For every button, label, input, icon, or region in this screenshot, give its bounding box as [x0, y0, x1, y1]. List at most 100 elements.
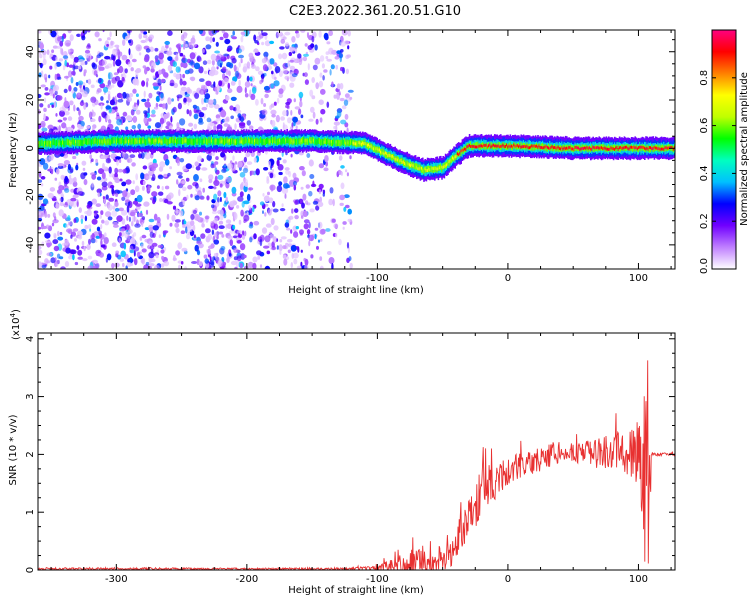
spectrogram-ridge-cell — [646, 146, 648, 150]
spectrogram-speckle — [201, 97, 204, 105]
spectrogram-speckle — [178, 175, 183, 179]
spectrogram-speckle — [303, 223, 309, 230]
spectrogram-ridge-cell — [606, 147, 609, 151]
spectrogram-ridge-cell — [224, 138, 226, 142]
spectrogram-speckle — [230, 96, 237, 101]
spectrogram-speckle — [132, 115, 138, 123]
spectrogram-speckle — [99, 252, 104, 258]
spectrogram-ridge-cell — [318, 139, 321, 143]
spectrogram-speckle — [159, 85, 162, 91]
spectrogram-speckle — [141, 222, 144, 227]
spectrogram-speckle — [196, 240, 203, 245]
spectrogram-ridge-cell — [273, 139, 275, 143]
spectrogram-speckle — [264, 93, 269, 99]
spectrogram-speckle — [167, 56, 173, 61]
spectrogram-ridge-cell — [424, 167, 426, 171]
spectrogram-speckle — [101, 172, 106, 180]
spectrogram-speckle — [64, 39, 72, 47]
spectrogram-ridge-cell — [185, 139, 188, 142]
spectrogram-speckle — [198, 120, 204, 125]
spectrogram-speckle — [138, 52, 142, 56]
spectrogram-speckle — [340, 119, 347, 125]
spectrogram-ridge-cell — [358, 141, 360, 145]
spectrogram-speckle — [220, 110, 227, 118]
spectrogram-speckle — [262, 210, 264, 215]
spectrogram-ridge-cell — [447, 162, 449, 166]
spectrogram-ridge-cell — [503, 145, 506, 149]
spectrogram-ridge-cell — [555, 146, 557, 150]
spectrogram-speckle — [142, 180, 146, 186]
spectrogram-ridge-cell — [614, 144, 616, 151]
spectrogram-speckle — [286, 227, 291, 231]
spectrogram-speckle — [317, 221, 323, 229]
spectrogram-ridge-cell — [579, 144, 581, 151]
spectrogram-ridge-cell — [122, 138, 124, 142]
spectrogram-speckle — [148, 226, 154, 233]
spectrogram-speckle — [164, 185, 170, 190]
spectrogram-speckle — [42, 58, 47, 65]
spectrogram-speckle — [279, 46, 285, 50]
spectrogram-speckle — [285, 184, 291, 189]
spectrogram-ridge-cell — [260, 138, 262, 142]
spectrogram-speckle — [249, 76, 253, 82]
spectrogram-speckle — [67, 163, 71, 171]
spectrogram-speckle — [217, 59, 223, 67]
spectrogram-speckle — [291, 73, 298, 78]
spectrogram-speckle — [90, 118, 96, 122]
spectrogram-speckle — [284, 42, 290, 47]
spectrogram-ridge-cell — [239, 140, 242, 144]
spectrogram-speckle — [279, 249, 282, 255]
spectrogram-speckle — [80, 172, 86, 180]
spectrogram-ridge-cell — [638, 146, 640, 149]
spectrogram-speckle — [247, 261, 254, 269]
spectrogram-speckle — [338, 155, 343, 161]
spectrogram-speckle — [326, 58, 333, 62]
spectrogram-speckle — [119, 178, 123, 182]
spectrogram-ridge-cell — [266, 138, 268, 142]
spectrogram-speckle — [105, 158, 112, 164]
spectrogram-speckle — [183, 220, 187, 225]
spectrogram-speckle — [135, 109, 141, 115]
spectrogram-speckle — [105, 211, 112, 218]
spectrogram-ridge-cell — [94, 139, 96, 142]
spectrogram-speckle — [329, 187, 334, 194]
spectrogram-speckle — [208, 69, 216, 77]
spectrogram-speckle — [198, 260, 203, 267]
spectrogram-speckle — [40, 183, 44, 187]
spectrogram-speckle — [214, 217, 218, 222]
spectrogram-speckle — [349, 155, 352, 160]
spectrogram-ridge-cell — [322, 140, 324, 144]
spectrogram-ridge-cell — [489, 143, 491, 147]
spectrogram-speckle — [83, 246, 86, 252]
spectrogram-speckle — [300, 261, 303, 267]
spectrogram-speckle — [151, 191, 158, 197]
spectrogram-speckle — [213, 223, 219, 230]
spectrogram-ridge-cell — [362, 141, 364, 145]
spectrogram-speckle — [232, 224, 236, 230]
spectrogram-speckle — [282, 110, 287, 117]
spectrogram-ridge-cell — [386, 152, 388, 155]
spectrogram-ridge-cell — [476, 141, 478, 149]
spectrogram-speckle — [135, 93, 139, 97]
spectrogram-ridge-cell — [83, 141, 86, 145]
spectrogram-speckle — [210, 243, 215, 249]
spectrogram-speckle — [293, 180, 297, 186]
spectrogram-speckle — [271, 120, 276, 128]
spectrogram-speckle — [319, 196, 323, 203]
spectrogram-speckle — [239, 262, 243, 269]
spectrogram-ridge-cell — [303, 140, 305, 144]
spectrogram-speckle — [211, 210, 218, 215]
spectrogram-ridge-cell — [80, 141, 82, 145]
spectrogram-speckle — [226, 61, 232, 68]
spectrogram-speckle — [114, 207, 120, 212]
spectrogram-speckle — [137, 123, 142, 130]
spectrogram-speckle — [145, 209, 149, 215]
spectrogram-speckle — [100, 246, 103, 250]
spectrogram-speckle — [87, 30, 91, 33]
spectrogram-speckle — [272, 200, 276, 208]
spectrogram-ridge-cell — [236, 139, 238, 143]
spectrogram-speckle — [82, 90, 88, 98]
spectrogram-speckle — [254, 40, 259, 44]
spectrogram-ridge-cell — [150, 139, 153, 143]
spectrogram-ridge-cell — [482, 145, 484, 148]
